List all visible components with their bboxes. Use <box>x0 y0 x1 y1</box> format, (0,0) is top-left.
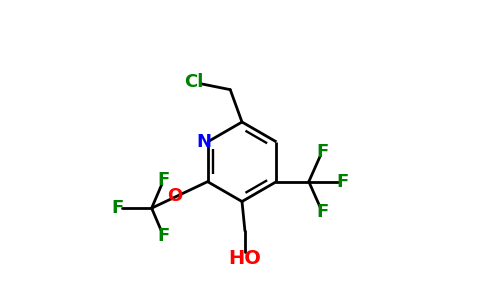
Text: F: F <box>157 227 169 245</box>
Text: F: F <box>111 199 123 217</box>
Text: F: F <box>317 203 329 221</box>
Text: F: F <box>317 142 329 160</box>
Text: F: F <box>157 171 169 189</box>
Text: N: N <box>197 133 212 151</box>
Text: HO: HO <box>228 249 261 268</box>
Text: F: F <box>337 173 349 191</box>
Text: O: O <box>167 187 182 205</box>
Text: Cl: Cl <box>184 73 203 91</box>
